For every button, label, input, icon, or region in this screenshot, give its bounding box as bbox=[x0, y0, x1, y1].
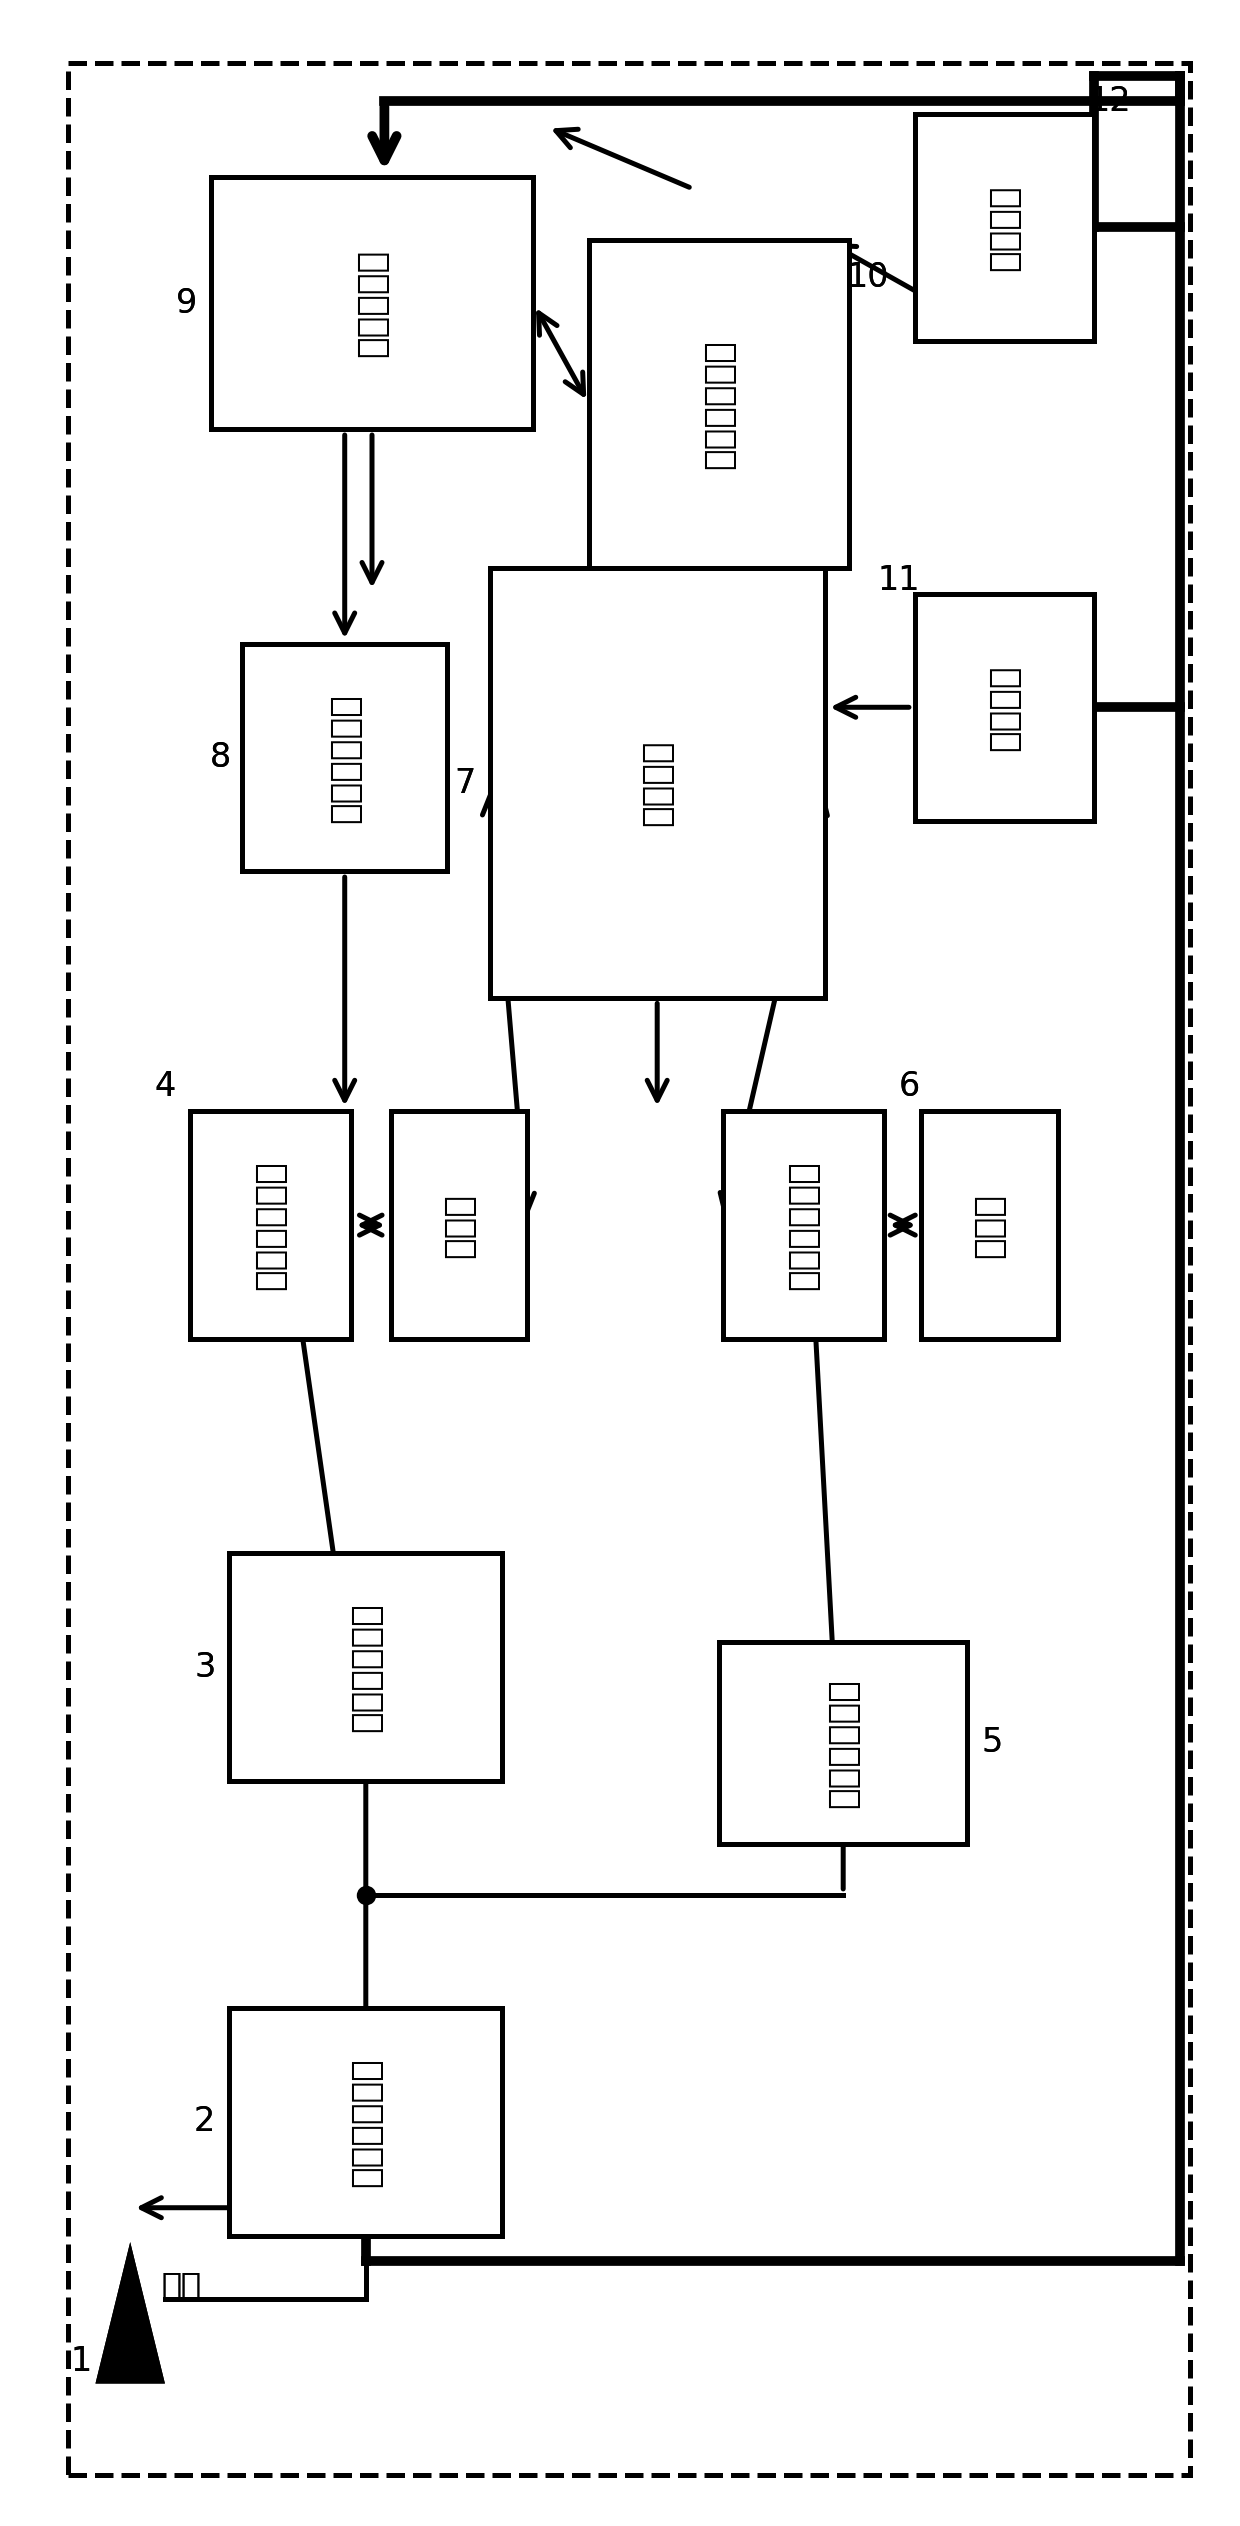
Text: 接收选频电路: 接收选频电路 bbox=[826, 1677, 861, 1809]
Bar bbox=[391, 1111, 527, 1339]
Bar bbox=[190, 1111, 351, 1339]
Bar bbox=[589, 240, 849, 568]
Text: 数字基带单元: 数字基带单元 bbox=[702, 338, 737, 470]
Text: 5: 5 bbox=[981, 1725, 1003, 1761]
Bar bbox=[915, 114, 1094, 341]
Text: 电源单元: 电源单元 bbox=[987, 664, 1022, 750]
Text: 发射射频单元: 发射射频单元 bbox=[253, 1159, 288, 1291]
Text: 接收射频单元: 接收射频单元 bbox=[786, 1159, 821, 1291]
Text: 10: 10 bbox=[847, 260, 889, 296]
Text: 发射射频单元: 发射射频单元 bbox=[253, 1159, 288, 1291]
Text: 接收射频单元: 接收射频单元 bbox=[786, 1159, 821, 1291]
Bar bbox=[229, 2008, 502, 2236]
Bar bbox=[589, 240, 849, 568]
Text: 电源单元: 电源单元 bbox=[987, 664, 1022, 750]
Bar bbox=[915, 114, 1094, 341]
Text: 锁相环: 锁相环 bbox=[972, 1192, 1007, 1258]
Bar bbox=[719, 1642, 967, 1844]
Text: 收发开关电路: 收发开关电路 bbox=[348, 2056, 383, 2188]
Bar bbox=[719, 1642, 967, 1844]
Bar bbox=[229, 2008, 502, 2236]
Bar bbox=[211, 177, 533, 429]
Bar bbox=[915, 594, 1094, 821]
Text: 3: 3 bbox=[193, 1649, 216, 1685]
Bar bbox=[190, 1111, 351, 1339]
Text: 天线: 天线 bbox=[161, 2268, 201, 2304]
Text: 11: 11 bbox=[878, 563, 920, 599]
Text: 编解码单元: 编解码单元 bbox=[355, 250, 389, 356]
Polygon shape bbox=[95, 2243, 165, 2385]
Text: 7: 7 bbox=[454, 765, 476, 801]
Bar bbox=[921, 1111, 1058, 1339]
Text: 8: 8 bbox=[210, 740, 232, 775]
Text: 10: 10 bbox=[847, 260, 889, 296]
Text: 11: 11 bbox=[878, 563, 920, 599]
Text: 2: 2 bbox=[193, 2104, 216, 2140]
Text: 4: 4 bbox=[154, 1068, 176, 1104]
Bar bbox=[211, 177, 533, 429]
Text: 9: 9 bbox=[175, 285, 197, 321]
Text: 功率放大电路: 功率放大电路 bbox=[348, 1601, 383, 1733]
Bar bbox=[490, 568, 825, 998]
Text: 天线: 天线 bbox=[161, 2268, 201, 2304]
Text: 微处理器: 微处理器 bbox=[640, 740, 675, 826]
Bar bbox=[915, 594, 1094, 821]
Text: 6: 6 bbox=[898, 1068, 920, 1104]
Text: 外部时钟电路: 外部时钟电路 bbox=[327, 692, 362, 823]
Text: 7: 7 bbox=[454, 765, 476, 801]
Text: 2: 2 bbox=[193, 2104, 216, 2140]
Text: 9: 9 bbox=[175, 285, 197, 321]
Text: 微处理器: 微处理器 bbox=[640, 740, 675, 826]
Text: 锁相环: 锁相环 bbox=[441, 1192, 476, 1258]
Polygon shape bbox=[95, 2243, 165, 2385]
Text: 数字基带单元: 数字基带单元 bbox=[702, 338, 737, 470]
Text: 锁相环: 锁相环 bbox=[441, 1192, 476, 1258]
Text: 8: 8 bbox=[210, 740, 232, 775]
Bar bbox=[723, 1111, 884, 1339]
Text: 12: 12 bbox=[1089, 83, 1131, 119]
Text: 4: 4 bbox=[154, 1068, 176, 1104]
Text: 12: 12 bbox=[1089, 83, 1131, 119]
Text: 按键单元: 按键单元 bbox=[987, 184, 1022, 270]
Text: 功率放大电路: 功率放大电路 bbox=[348, 1601, 383, 1733]
Bar bbox=[490, 568, 825, 998]
Bar bbox=[229, 1553, 502, 1781]
Bar bbox=[243, 644, 448, 871]
Bar bbox=[229, 1553, 502, 1781]
Bar bbox=[391, 1111, 527, 1339]
Text: 锁相环: 锁相环 bbox=[972, 1192, 1007, 1258]
Text: 6: 6 bbox=[898, 1068, 920, 1104]
Text: 5: 5 bbox=[981, 1725, 1003, 1761]
Bar bbox=[243, 644, 448, 871]
Text: 编解码单元: 编解码单元 bbox=[355, 250, 389, 356]
Text: 按键单元: 按键单元 bbox=[987, 184, 1022, 270]
Text: 外部时钟电路: 外部时钟电路 bbox=[327, 692, 362, 823]
Text: 1: 1 bbox=[69, 2344, 92, 2379]
Bar bbox=[921, 1111, 1058, 1339]
Bar bbox=[723, 1111, 884, 1339]
Text: 收发开关电路: 收发开关电路 bbox=[348, 2056, 383, 2188]
Text: 1: 1 bbox=[69, 2344, 92, 2379]
Text: 接收选频电路: 接收选频电路 bbox=[826, 1677, 861, 1809]
Text: 3: 3 bbox=[193, 1649, 216, 1685]
